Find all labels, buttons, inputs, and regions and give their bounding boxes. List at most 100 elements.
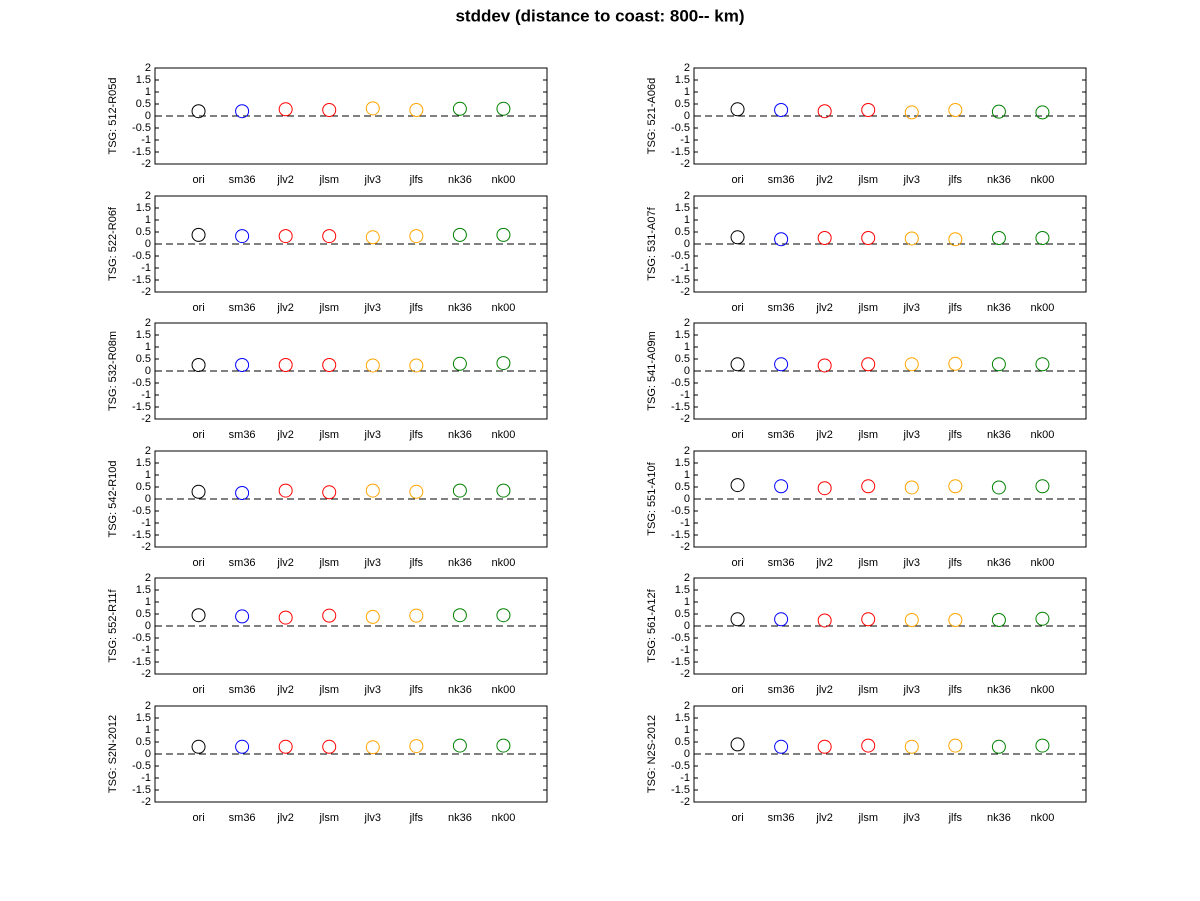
y-tick-label: 0 [684,620,690,632]
plot-area [154,195,548,293]
marker [904,480,919,495]
y-axis-label: TSG: 542-R10d [107,460,119,537]
y-tick-label: -2 [141,413,151,425]
y-tick-label: -1.5 [671,656,690,668]
y-tick-label: -0.5 [671,377,690,389]
y-tick-label: 1 [145,469,151,481]
x-tick-label: jlv3 [364,812,382,824]
marker [496,483,511,498]
x-tick-label: jlv2 [815,557,833,569]
x-tick-label: jlfs [948,302,963,314]
marker [235,486,250,500]
y-tick-label: -1.5 [132,529,151,541]
y-tick-label: 0.5 [136,481,151,493]
y-tick-label: 0.5 [136,98,151,110]
y-tick-label: 1 [145,596,151,608]
y-axis-label: TSG: 531-A07f [646,206,658,280]
marker [817,481,832,496]
marker [774,232,789,247]
marker [861,738,876,753]
x-tick-label: sm36 [768,174,795,186]
y-tick-label: 0.5 [675,353,690,365]
marker [409,358,424,373]
y-tick-label: -2 [680,541,690,553]
x-tick-label: ori [192,812,204,824]
x-tick-label: ori [192,684,204,696]
plot-area [693,195,1087,293]
y-tick-label: 1.5 [675,457,690,469]
x-tick-label: jlsm [318,174,339,186]
marker [991,480,1006,495]
marker [365,740,380,755]
marker [817,613,832,628]
y-tick-label: 1.5 [136,584,151,596]
marker [774,357,789,372]
y-tick-label: 0 [684,110,690,122]
x-tick-label: sm36 [229,812,256,824]
x-tick-label: jlfs [948,812,963,824]
x-tick-label: jlsm [318,429,339,441]
x-tick-label: nk00 [492,302,516,314]
y-tick-label: -1.5 [671,401,690,413]
y-tick-label: 1.5 [675,329,690,341]
y-tick-label: -2 [680,668,690,680]
marker [409,739,424,754]
marker [730,230,745,245]
x-tick-label: sm36 [768,812,795,824]
y-tick-label: -1.5 [132,146,151,158]
x-tick-label: ori [731,429,743,441]
x-tick-label: jlv3 [903,812,921,824]
marker [991,104,1006,119]
y-tick-label: 1 [145,86,151,98]
y-tick-label: -1.5 [671,784,690,796]
x-tick-label: jlv3 [364,302,382,314]
x-tick-label: jlfs [409,812,424,824]
y-axis-label: TSG: 551-A10f [646,461,658,535]
y-tick-label: -1.5 [132,401,151,413]
marker [235,739,250,754]
x-tick-label: jlsm [857,429,878,441]
marker [730,102,745,117]
plot-area [154,577,548,675]
marker [452,608,467,623]
y-tick-label: 0.5 [136,608,151,620]
x-tick-label: jlfs [948,429,963,441]
marker [322,485,337,500]
marker [365,609,380,624]
x-tick-label: jlv2 [276,429,294,441]
y-tick-label: -0.5 [671,632,690,644]
y-axis-label: TSG: 541-A09m [646,331,658,410]
y-tick-label: -0.5 [671,122,690,134]
y-tick-label: -2 [680,413,690,425]
y-axis-label: TSG: 552-R11f [107,588,119,662]
marker [730,478,745,493]
x-tick-label: jlv2 [815,812,833,824]
marker [191,739,206,754]
y-tick-label: -2 [141,668,151,680]
marker [948,613,963,627]
y-tick-label: -1 [680,772,690,784]
x-tick-label: ori [731,557,743,569]
y-tick-label: 1.5 [136,329,151,341]
marker [496,101,511,116]
x-tick-label: ori [731,302,743,314]
marker [235,229,250,244]
marker [322,739,337,754]
marker [452,356,467,371]
marker [278,358,293,372]
x-tick-label: nk36 [987,429,1011,441]
y-tick-label: 0 [145,365,151,377]
y-tick-label: 1.5 [136,712,151,724]
y-tick-label: 0.5 [136,736,151,748]
marker [452,738,467,753]
marker [191,608,206,623]
marker [365,358,380,373]
marker [904,739,919,754]
x-tick-label: nk36 [987,684,1011,696]
x-tick-label: jlv2 [276,557,294,569]
marker [1035,611,1050,626]
y-tick-label: 1 [684,724,690,736]
marker [861,103,876,117]
y-tick-label: 1.5 [675,202,690,214]
x-tick-label: ori [192,557,204,569]
